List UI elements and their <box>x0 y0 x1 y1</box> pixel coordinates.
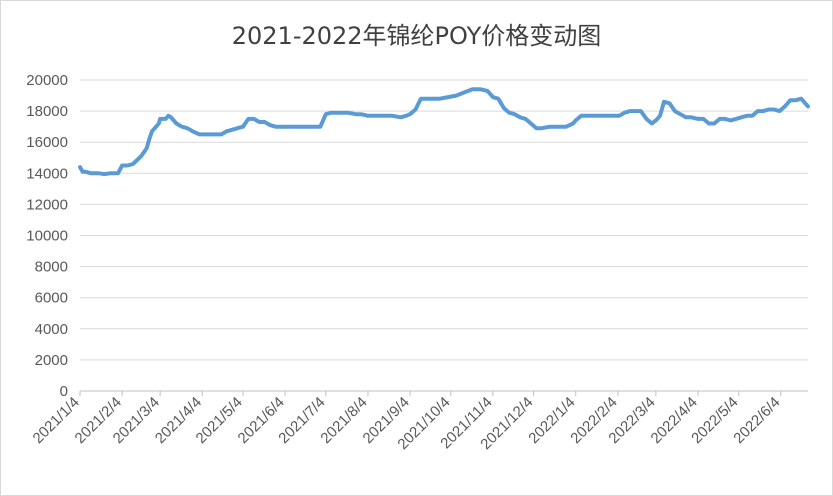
y-tick-label: 10000 <box>26 228 68 245</box>
y-tick-label: 4000 <box>35 321 68 338</box>
x-tick-label: 2022/6/4 <box>730 394 783 447</box>
y-tick-label: 6000 <box>35 290 68 307</box>
y-tick-label: 0 <box>60 383 68 400</box>
y-tick-label: 8000 <box>35 259 68 276</box>
price-series-line <box>78 87 810 177</box>
y-tick-label: 20000 <box>26 72 68 89</box>
y-tick-label: 18000 <box>26 103 68 120</box>
y-tick-label: 2000 <box>35 352 68 369</box>
chart-title: 2021-2022年锦纶POY价格变动图 <box>231 22 602 50</box>
y-tick-label: 12000 <box>26 196 68 213</box>
y-tick-label: 16000 <box>26 134 68 151</box>
y-tick-label: 14000 <box>26 165 68 182</box>
